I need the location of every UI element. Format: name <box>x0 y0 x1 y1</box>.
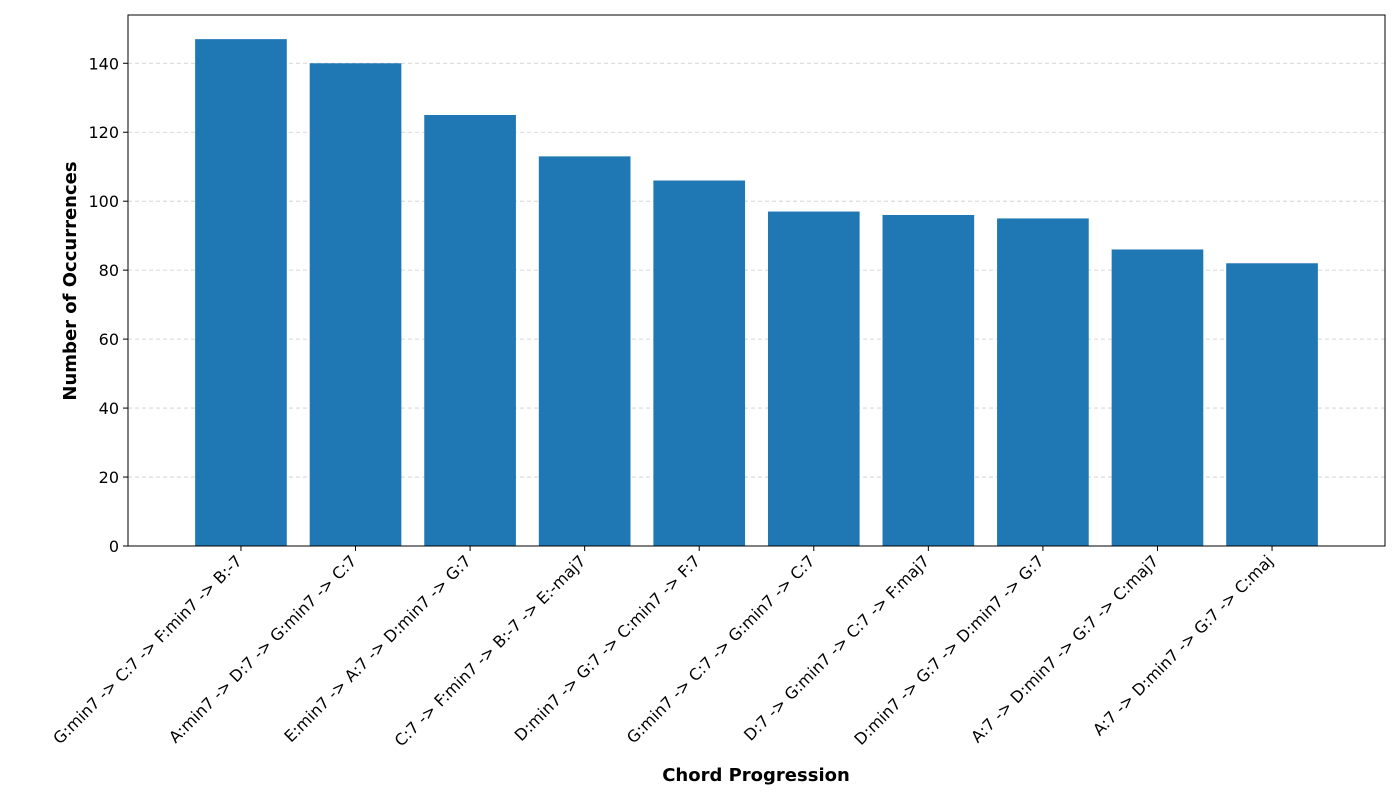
x-axis-title: Chord Progression <box>662 765 850 786</box>
y-tick-label: 40 <box>99 399 119 418</box>
y-tick-label: 0 <box>109 537 119 556</box>
y-tick-label: 100 <box>88 192 119 211</box>
x-tick-label: G:min7 -> C:7 -> G:min7 -> C:7 <box>623 551 819 747</box>
bar <box>538 156 631 547</box>
y-tick-label: 60 <box>99 330 119 349</box>
x-tick-label: D:min7 -> G:7 -> C:min7 -> F:7 <box>511 551 704 744</box>
x-tick-label: E:min7 -> A:7 -> D:min7 -> G:7 <box>280 551 475 746</box>
y-tick-label: 80 <box>99 261 119 280</box>
y-tick-label: 120 <box>88 123 119 142</box>
bar <box>1226 263 1318 546</box>
y-axis-title: Number of Occurrences <box>60 161 81 400</box>
bars <box>195 39 1318 547</box>
x-tick-label: A:7 -> D:min7 -> G:7 -> C:maj <box>1089 551 1277 739</box>
x-tick-label: G:min7 -> C:7 -> F:min7 -> B:-7 <box>49 551 246 748</box>
x-tick-label: C:7 -> F:min7 -> B:-7 -> E:-maj7 <box>391 551 590 750</box>
x-tick-label: D:7 -> G:min7 -> C:7 -> F:maj7 <box>740 551 933 744</box>
y-tick-label: 20 <box>99 468 119 487</box>
x-tick-label: A:7 -> D:min7 -> G:7 -> C:maj7 <box>967 551 1162 746</box>
x-tick-label: A:min7 -> D:7 -> G:min7 -> C:7 <box>165 551 360 746</box>
bar <box>424 114 516 547</box>
bar <box>767 211 860 547</box>
y-axis-ticks: 0 20 40 60 80 100 120 140 <box>88 54 128 556</box>
x-axis-ticks: G:min7 -> C:7 -> F:min7 -> B:-7A:min7 ->… <box>49 546 1277 750</box>
bar <box>882 214 975 547</box>
bar <box>997 218 1089 546</box>
y-tick-label: 140 <box>88 54 119 73</box>
bar <box>1111 249 1204 546</box>
bar <box>309 63 402 546</box>
bar <box>653 180 746 546</box>
bar <box>195 39 287 547</box>
plot-frame <box>127 14 1386 547</box>
x-tick-label: D:min7 -> G:7 -> D:min7 -> G:7 <box>850 551 1047 748</box>
